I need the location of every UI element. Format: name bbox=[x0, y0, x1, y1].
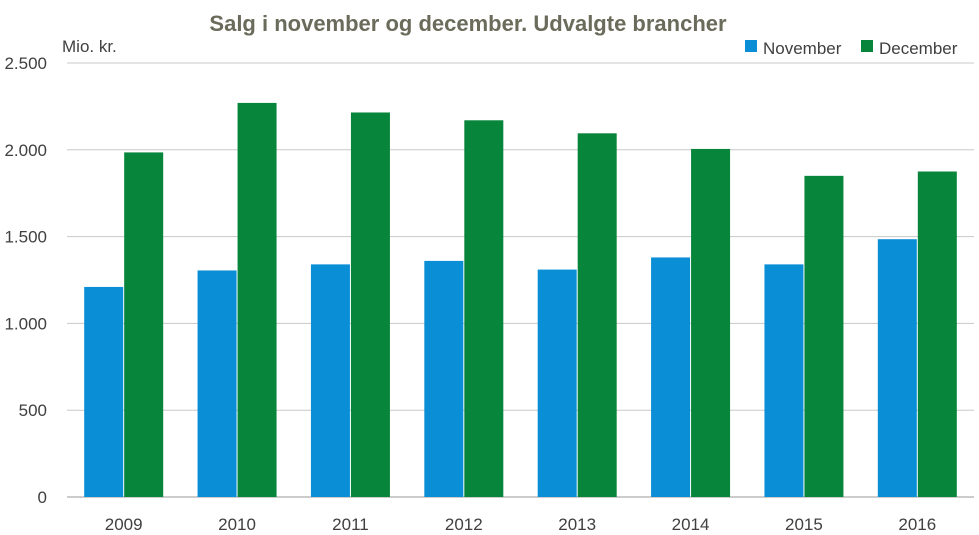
legend-swatch-november bbox=[745, 40, 757, 52]
bar-december-2016 bbox=[917, 171, 957, 497]
bar-november-2014 bbox=[651, 257, 691, 497]
x-tick-label: 2010 bbox=[218, 515, 256, 534]
x-tick-label: 2014 bbox=[672, 515, 710, 534]
x-tick-label: 2011 bbox=[332, 515, 369, 534]
bar-december-2015 bbox=[804, 175, 844, 497]
chart-title: Salg i november og december. Udvalgte br… bbox=[209, 11, 727, 36]
y-tick-label: 2.000 bbox=[4, 141, 47, 160]
y-tick-label: 2.500 bbox=[4, 54, 47, 73]
x-axis-ticks: 2009 2010 2011 2012 2013 2014 2015 2016 bbox=[105, 515, 936, 534]
x-tick-label: 2015 bbox=[785, 515, 823, 534]
bar-december-2010 bbox=[237, 102, 277, 497]
x-tick-label: 2016 bbox=[898, 515, 936, 534]
y-axis-ticks: 0 500 1.000 1.500 2.000 2.500 bbox=[4, 54, 47, 507]
x-tick-label: 2012 bbox=[445, 515, 483, 534]
legend-label-november: November bbox=[763, 39, 842, 58]
bar-december-2013 bbox=[577, 133, 617, 498]
bar-december-2014 bbox=[691, 148, 731, 497]
bars bbox=[84, 102, 957, 498]
bar-november-2009 bbox=[84, 286, 124, 497]
bar-november-2016 bbox=[877, 239, 917, 498]
y-tick-label: 1.000 bbox=[4, 314, 47, 333]
y-tick-label: 1.500 bbox=[4, 228, 47, 247]
y-tick-label: 0 bbox=[38, 488, 47, 507]
x-tick-label: 2013 bbox=[558, 515, 596, 534]
bar-december-2011 bbox=[350, 112, 390, 497]
bar-november-2012 bbox=[424, 260, 464, 497]
bar-november-2013 bbox=[537, 269, 577, 497]
legend-swatch-december bbox=[861, 40, 873, 52]
bar-november-2015 bbox=[764, 264, 804, 497]
legend-label-december: December bbox=[879, 39, 958, 58]
bar-november-2011 bbox=[310, 264, 350, 497]
y-tick-label: 500 bbox=[19, 401, 47, 420]
bar-december-2012 bbox=[464, 120, 504, 498]
legend: November December bbox=[745, 39, 958, 58]
bar-december-2009 bbox=[124, 152, 164, 498]
y-axis-label: Mio. kr. bbox=[62, 37, 117, 56]
x-tick-label: 2009 bbox=[105, 515, 143, 534]
bar-november-2010 bbox=[197, 270, 237, 497]
